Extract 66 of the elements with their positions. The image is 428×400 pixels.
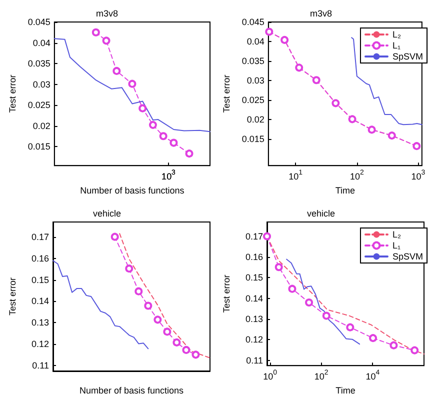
point [182,346,190,354]
y-axis-title: Test error [8,277,18,316]
y-tick-label: 0.14 [31,296,49,306]
y-tick-label: 0.12 [245,334,263,345]
x-axis-title: Number of basis functions [79,386,184,396]
y-tick-label: 0.15 [245,272,263,283]
legend-label: L₁ [392,240,401,250]
y-axis-title: Test error [222,74,232,113]
y-tick-label: 0.035 [28,58,50,69]
y-tick-label: 0.16 [31,253,49,264]
point [172,338,181,346]
y-tick-label: 0.045 [28,17,50,27]
y-tick-label: 0.025 [242,95,264,106]
y-tick-label: 0.02 [246,114,264,125]
point [134,287,143,296]
line-series [52,260,149,350]
y-tick-label: 0.04 [32,38,50,48]
point [148,120,157,129]
point [163,328,172,336]
chart-title: vehicle [92,208,122,218]
point [138,104,147,112]
point [125,264,134,273]
y-tick-label: 0.03 [32,79,50,90]
chart-title: vehicle [306,208,336,218]
y-axis-title: Test error [8,74,18,113]
y-tick-label: 0.045 [242,17,264,27]
legend-label: SpSVM [392,52,424,62]
x-axis-title: Number of basis functions [80,186,185,196]
y-tick-label: 0.13 [245,314,263,324]
line-series [54,38,210,132]
y-tick-label: 0.04 [246,36,264,47]
legend-label: L₂ [392,30,402,40]
point [110,232,119,241]
y-tick-label: 0.11 [32,360,49,371]
point [159,132,168,140]
y-tick-label: 0.11 [246,355,263,366]
x-axis-title: Time [336,386,356,396]
y-axis-title: Test error [222,274,232,313]
point [144,302,152,310]
y-tick-label: 0.16 [245,252,263,262]
y-tick-label: 0.15 [31,274,49,285]
y-tick-label: 0.17 [245,231,263,242]
chart-title: m3v8 [96,8,118,18]
point [185,150,194,158]
y-tick-label: 0.14 [245,293,263,304]
point [170,138,178,147]
y-tick-label: 0.015 [242,134,264,144]
legend-label: L₁ [392,40,401,50]
x-axis-title: Time [335,186,356,196]
point [154,316,162,324]
y-tick-label: 0.025 [28,100,50,110]
y-tick-label: 0.015 [28,142,50,152]
legend-label: L₂ [392,230,402,240]
legend-label: SpSVM [392,252,424,262]
point [128,80,136,88]
y-tick-label: 0.12 [31,339,49,350]
y-tick-label: 0.17 [31,232,49,242]
y-tick-label: 0.03 [246,76,264,86]
y-tick-label: 0.035 [242,56,264,66]
y-tick-label: 0.13 [31,318,49,328]
chart-title: m3v8 [310,8,332,18]
point [112,66,121,75]
y-tick-label: 0.02 [32,120,50,131]
point [192,350,200,359]
point [92,28,100,36]
point [102,36,110,45]
